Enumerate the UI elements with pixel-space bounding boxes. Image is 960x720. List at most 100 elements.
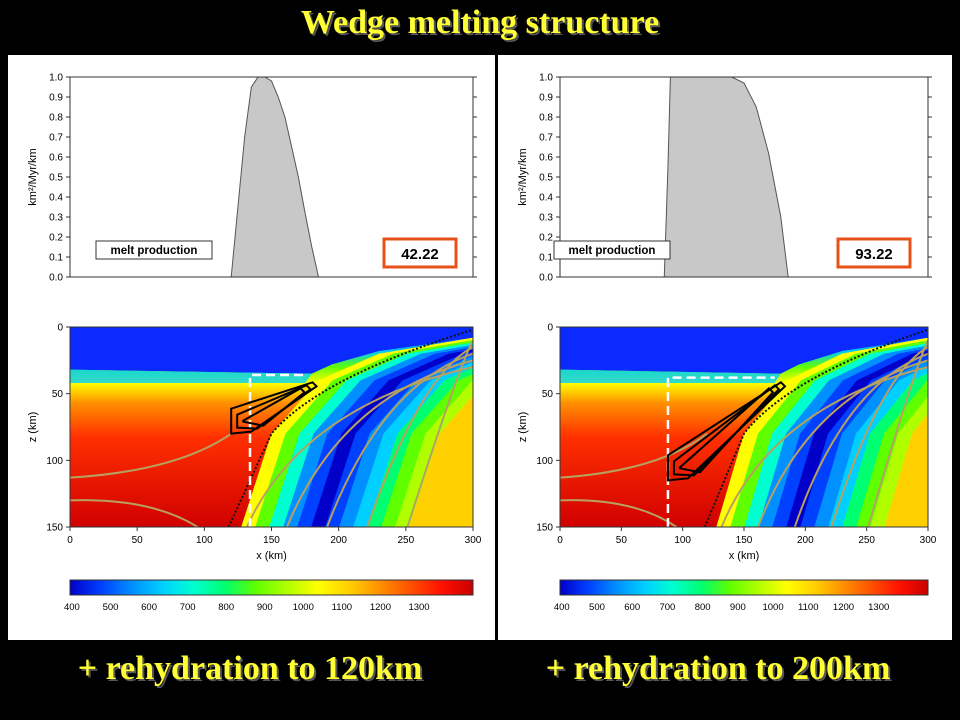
temp-xtick-label: 250	[397, 535, 414, 546]
left-caption: + rehydration to 120km	[77, 650, 423, 687]
temp-xtick-label: 50	[616, 535, 628, 546]
melt-production-area	[230, 76, 320, 278]
isotherm-contour	[70, 499, 199, 527]
temp-ytick-label: 0	[57, 323, 63, 334]
melt-ytick-label: 0.9	[539, 93, 553, 104]
melt-ytick-label: 0.2	[49, 233, 63, 244]
isotherm-contour	[406, 339, 473, 527]
melt-ytick-label: 1.0	[539, 73, 553, 84]
isotherm-contour	[245, 366, 473, 527]
colorbar-tick-label: 800	[695, 602, 711, 613]
melt-ytick-label: 0.6	[539, 153, 553, 164]
colorbar-tick-label: 900	[730, 602, 746, 613]
melt-fraction-contour	[236, 384, 313, 430]
isotherm-contour	[757, 359, 928, 527]
temperature-colorbar	[69, 579, 474, 596]
lithosphere	[560, 327, 928, 374]
melt-ytick-label: 0.7	[49, 133, 63, 144]
right-figure-panel: 0.0 0.1 0.2 0.3 0.4 0.5 0.6 0.7 0.8 0.9 1.0 km²/Myr…	[498, 55, 952, 640]
colorbar-tick-label: 700	[180, 602, 196, 613]
melt-label-box	[95, 240, 213, 260]
temp-xtick-label: 0	[557, 535, 563, 546]
isotherm-contour	[720, 366, 928, 527]
panel-0-svg: 0.0 0.1 0.2 0.3 0.4 0.5 0.6 0.7 0.8 0.9 1.0 km²/Myr…	[27, 73, 482, 614]
melt-ytick-label: 0.9	[49, 93, 63, 104]
melt-fraction-contour	[242, 387, 307, 427]
melt-value-box	[382, 237, 458, 269]
isotherm-contour	[560, 432, 708, 479]
melt-ylabel: km²/Myr/km	[27, 148, 39, 205]
melt-fraction-contour	[230, 381, 319, 435]
colorbar-tick-label: 1300	[408, 602, 429, 613]
slab-band	[884, 413, 928, 527]
temp-xtick-label: 300	[465, 535, 482, 546]
temp-xtick-label: 100	[196, 535, 213, 546]
melt-value-box	[836, 237, 912, 269]
melt-ytick-label: 0.8	[539, 113, 553, 124]
panel-1-svg: 0.0 0.1 0.2 0.3 0.4 0.5 0.6 0.7 0.8 0.9 1.0 km²/Myr…	[517, 73, 937, 614]
colorbar-tick-label: 1000	[762, 602, 783, 613]
temperature-field	[70, 327, 473, 527]
isotherm-contour	[867, 339, 928, 527]
melt-ytick-label: 0.1	[539, 253, 553, 264]
colorbar-tick-label: 1100	[798, 602, 818, 613]
melt-ytick-label: 0.2	[539, 233, 553, 244]
temp-xtick-label: 50	[132, 535, 144, 546]
colorbar-tick-label: 400	[554, 602, 570, 613]
temp-ytick-label: 100	[46, 456, 63, 467]
isotherm-contour	[366, 346, 473, 527]
melt-ytick-label: 0.1	[49, 253, 63, 264]
melt-value: 93.22	[855, 246, 893, 263]
colorbar-tick-label: 1100	[332, 602, 352, 613]
isotherm-contour	[830, 346, 928, 527]
temp-ylabel: z (km)	[517, 412, 529, 443]
temp-xtick-label: 100	[674, 535, 691, 546]
slab-surface	[703, 328, 928, 527]
isotherm-contour	[285, 359, 473, 527]
colorbar-tick-label: 500	[103, 602, 119, 613]
temp-ytick-label: 0	[547, 323, 553, 334]
melt-label: melt production	[569, 245, 656, 257]
slab-surface	[227, 328, 473, 527]
lithosphere	[70, 327, 473, 374]
temperature-field	[560, 327, 928, 527]
melt-label: melt production	[111, 245, 198, 257]
colorbar-tick-label: 900	[257, 602, 273, 613]
melt-ytick-label: 0.0	[539, 273, 553, 284]
right-caption: + rehydration to 200km	[545, 650, 891, 687]
slab-band	[409, 395, 473, 527]
isotherm-contour	[560, 499, 678, 527]
temp-ytick-label: 150	[46, 523, 63, 534]
colorbar-tick-label: 1200	[833, 602, 854, 613]
melt-ytick-label: 0.6	[49, 153, 63, 164]
melt-ylabel: km²/Myr/km	[517, 148, 529, 205]
melt-value: 42.22	[401, 246, 439, 263]
melt-ytick-label: 1.0	[49, 73, 63, 84]
colorbar-tick-label: 1300	[868, 602, 889, 613]
melt-ytick-label: 0.7	[539, 133, 553, 144]
colorbar-tick-label: 800	[218, 602, 234, 613]
melt-ytick-label: 0.8	[49, 113, 63, 124]
melt-fraction-contour	[678, 386, 775, 474]
melt-fraction-contour	[666, 381, 787, 482]
melt-ytick-label: 0.3	[539, 213, 553, 224]
lithosphere-base	[560, 369, 781, 383]
temp-xtick-label: 300	[920, 535, 937, 546]
temp-xtick-label: 150	[736, 535, 753, 546]
rehydration-boundary	[248, 373, 306, 527]
melt-production-area	[663, 76, 789, 278]
temp-ylabel: z (km)	[27, 412, 39, 443]
melt-ytick-label: 0.5	[539, 173, 553, 184]
temp-ytick-label: 150	[536, 523, 553, 534]
colorbar-tick-label: 400	[64, 602, 80, 613]
melt-label-box	[553, 240, 671, 260]
temp-xtick-label: 250	[858, 535, 875, 546]
melt-ytick-label: 0.4	[539, 193, 553, 204]
temp-xtick-label: 150	[263, 535, 280, 546]
temp-ytick-label: 50	[52, 389, 64, 400]
temp-xtick-label: 200	[330, 535, 347, 546]
slide-title: Wedge melting structure	[300, 4, 660, 41]
colorbar-tick-label: 1000	[293, 602, 314, 613]
temp-xtick-label: 0	[67, 535, 73, 546]
melt-ytick-label: 0.0	[49, 273, 63, 284]
